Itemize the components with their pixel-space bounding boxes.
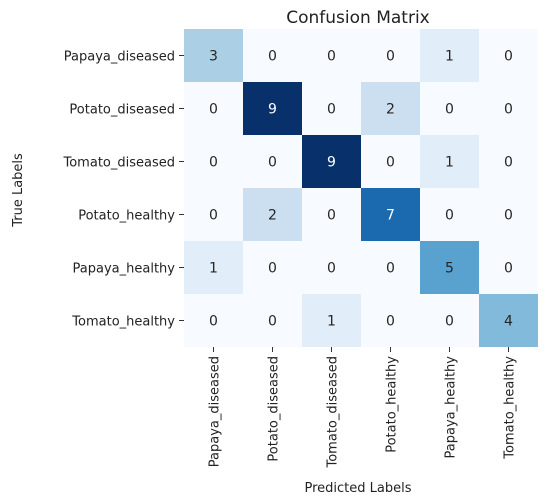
cell-value-label: 0 — [386, 155, 395, 171]
cell-value-label: 0 — [209, 155, 218, 171]
x-tick-label: Potato_healthy — [385, 356, 400, 453]
heatmap-cell — [420, 82, 479, 135]
cell-value-label: 1 — [445, 155, 454, 171]
cell-value-label: 0 — [327, 49, 336, 65]
cell-value-label: 0 — [209, 102, 218, 118]
heatmap-cell — [361, 188, 420, 241]
cell-value-label: 0 — [504, 208, 513, 224]
heatmap-cell — [243, 188, 302, 241]
heatmap-cell — [184, 135, 243, 188]
cell-value-label: 2 — [386, 102, 395, 118]
cell-value-label: 0 — [445, 102, 454, 118]
cell-value-label: 1 — [445, 49, 454, 65]
cell-value-label: 0 — [209, 314, 218, 330]
heatmap-cell — [302, 29, 361, 82]
cell-value-label: 0 — [386, 314, 395, 330]
heatmap-cell — [420, 294, 479, 347]
heatmap-cell — [184, 188, 243, 241]
x-tick-labels: Papaya_diseased Potato_diseased Tomato_dis… — [208, 347, 518, 469]
heatmap-cell — [302, 82, 361, 135]
heatmap-cell — [243, 82, 302, 135]
heatmap-cell — [479, 188, 538, 241]
heatmap-cell — [184, 29, 243, 82]
cell-value-label: 5 — [445, 261, 454, 277]
heatmap-cell — [420, 29, 479, 82]
heatmap-cell — [479, 241, 538, 294]
cell-value-label: 0 — [445, 208, 454, 224]
x-tick-label: Papaya_healthy — [444, 356, 459, 459]
y-tick-label: Potato_diseased — [69, 103, 175, 118]
cell-value-label: 0 — [268, 261, 277, 277]
cell-value-label: 0 — [327, 261, 336, 277]
heatmap-cell — [361, 241, 420, 294]
heatmap-cell — [361, 135, 420, 188]
heatmap-cell — [479, 82, 538, 135]
cell-value-label: 0 — [504, 102, 513, 118]
heatmap-cell — [243, 294, 302, 347]
cell-value-label: 7 — [386, 208, 395, 224]
cell-value-label: 1 — [209, 261, 218, 277]
heatmap-cell — [184, 294, 243, 347]
heatmap-cell — [420, 135, 479, 188]
cell-value-label: 0 — [268, 155, 277, 171]
heatmap-cell — [479, 29, 538, 82]
cell-value-label: 9 — [327, 155, 336, 171]
cell-value-label: 0 — [327, 102, 336, 118]
cell-value-label: 0 — [386, 261, 395, 277]
cell-value-label: 0 — [268, 49, 277, 65]
y-tick-label: Papaya_diseased — [64, 50, 175, 65]
x-tick-label: Tomato_healthy — [503, 356, 518, 460]
cell-value-label: 9 — [268, 102, 277, 118]
heatmap-cell — [479, 135, 538, 188]
cell-value-label: 0 — [504, 155, 513, 171]
cell-value-label: 0 — [386, 49, 395, 65]
chart-title: Confusion Matrix — [286, 8, 430, 28]
heatmap-cell — [302, 294, 361, 347]
x-tick-label: Papaya_diseased — [208, 356, 223, 467]
heatmap-cell — [243, 135, 302, 188]
y-tick-labels: Papaya_diseased Potato_diseased Tomato_dis… — [63, 50, 184, 330]
heatmap-cell — [420, 188, 479, 241]
heatmap-cell — [243, 29, 302, 82]
cell-value-label: 1 — [327, 314, 336, 330]
heatmap-cell — [420, 241, 479, 294]
y-axis-label: True Labels — [11, 153, 26, 228]
heatmap-cells: 3 0 0 0 1 0 0 9 0 2 0 0 0 0 9 0 1 0 0 2 0 7 0 0 1 0 0 0 5 0 0 0 1 0 0 4 — [184, 29, 538, 347]
heatmap-cell — [243, 241, 302, 294]
heatmap-cell — [479, 294, 538, 347]
cell-value-label: 0 — [209, 208, 218, 224]
heatmap-cell — [302, 188, 361, 241]
x-axis-label: Predicted Labels — [304, 481, 411, 496]
cell-value-label: 0 — [445, 314, 454, 330]
heatmap-cell — [184, 241, 243, 294]
y-tick-label: Tomato_diseased — [63, 156, 176, 171]
heatmap-cell — [302, 241, 361, 294]
cell-value-label: 2 — [268, 208, 277, 224]
cell-value-label: 0 — [504, 261, 513, 277]
heatmap-cell — [361, 82, 420, 135]
heatmap-cell — [361, 29, 420, 82]
heatmap-cell — [361, 294, 420, 347]
x-tick-label: Potato_diseased — [267, 356, 282, 462]
y-tick-label: Tomato_healthy — [71, 315, 175, 330]
cell-value-label: 0 — [327, 208, 336, 224]
y-tick-label: Papaya_healthy — [73, 262, 176, 277]
x-tick-label: Tomato_diseased — [326, 356, 341, 469]
cell-value-label: 0 — [268, 314, 277, 330]
cell-value-label: 4 — [504, 314, 513, 330]
heatmap-cell — [302, 135, 361, 188]
cell-value-label: 3 — [209, 49, 218, 65]
cell-value-label: 0 — [504, 49, 513, 65]
y-tick-label: Potato_healthy — [78, 209, 175, 224]
heatmap-cell — [184, 82, 243, 135]
